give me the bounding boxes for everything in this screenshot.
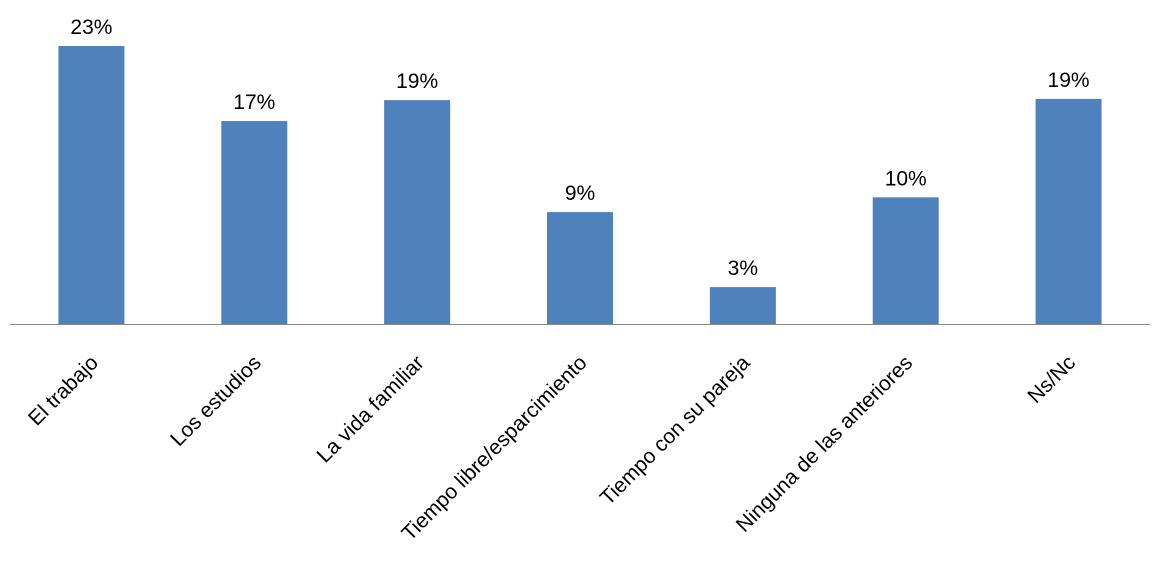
data-label-5: 10% (885, 167, 927, 190)
data-label-group: 23% 17% 19% 9% 3% 10% 19% (70, 16, 1089, 280)
bar-group (58, 46, 1102, 325)
x-tick-label-5: Ninguna de las anteriores (732, 351, 917, 536)
bar-5 (872, 197, 939, 324)
bar-1 (221, 121, 288, 324)
bar-3 (547, 212, 613, 324)
x-tick-label-3: Tiempo libre/esparcimiento (398, 351, 592, 545)
data-label-6: 19% (1048, 69, 1090, 92)
bar-0 (58, 46, 125, 325)
x-tick-label-4: Tiempo con su pareja (596, 351, 755, 510)
x-tick-label-2: La vida familiar (313, 351, 429, 467)
data-label-1: 17% (233, 91, 275, 114)
bar-4 (709, 287, 776, 324)
data-label-4: 3% (728, 257, 758, 280)
x-tick-label-1: Los estudios (166, 351, 266, 451)
x-tick-label-0: El trabajo (24, 351, 103, 430)
bar-6 (1035, 98, 1102, 324)
data-label-3: 9% (565, 182, 595, 205)
bar-2 (384, 100, 451, 324)
data-label-2: 19% (396, 70, 438, 93)
x-tick-label-6: Ns/Nc (1023, 351, 1080, 408)
data-label-0: 23% (70, 16, 112, 39)
x-tick-label-group: El trabajo Los estudios La vida familiarTi… (24, 351, 1080, 545)
